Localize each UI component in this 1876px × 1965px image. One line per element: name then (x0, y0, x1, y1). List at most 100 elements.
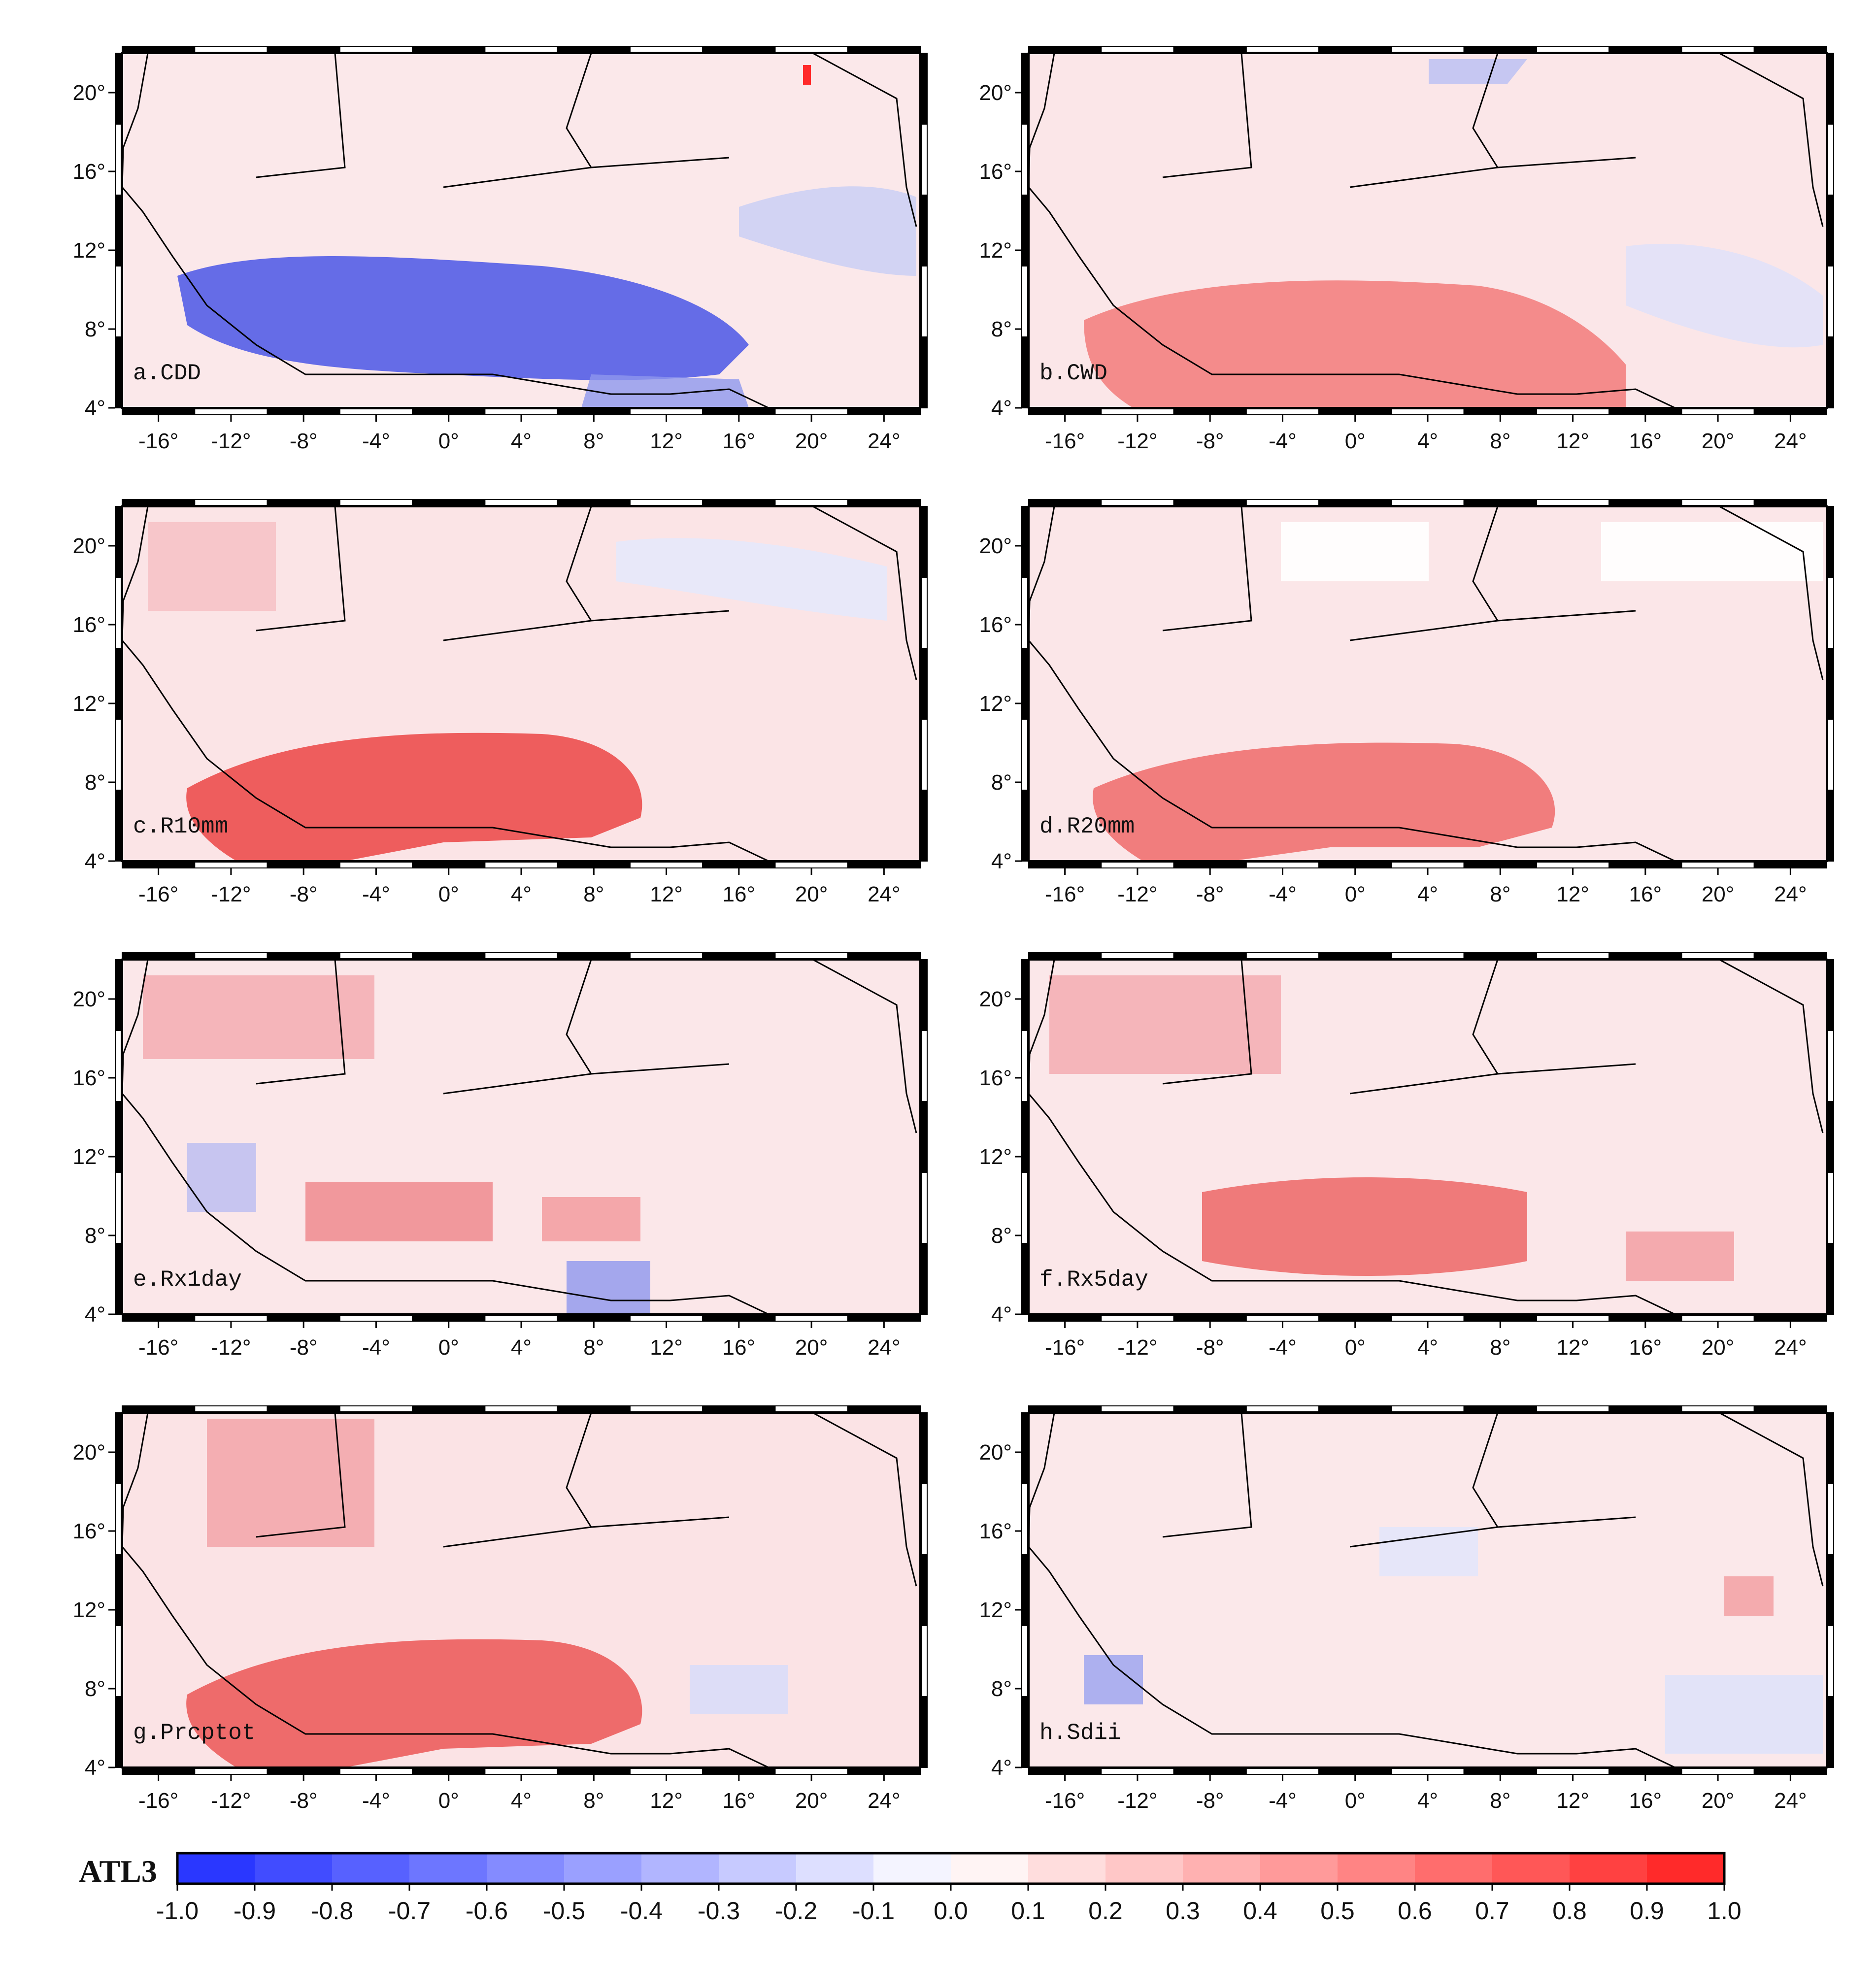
lat-tick-label: 4° (85, 849, 105, 873)
lon-tick-label: -12° (211, 1789, 251, 1813)
frame-bar (557, 408, 631, 415)
frame-bar (267, 1315, 340, 1322)
frame-bar (1753, 952, 1828, 959)
field-d (1029, 506, 1827, 861)
frame-bar (412, 1405, 486, 1412)
frame-bar (194, 499, 268, 506)
lon-tick-label: 12° (1556, 1335, 1589, 1360)
frame-bar (1681, 1315, 1755, 1322)
frame-bar (702, 46, 776, 53)
frame-bar (115, 1243, 122, 1315)
frame-bar (115, 195, 122, 266)
lon-tick-label: -4° (362, 882, 390, 906)
colorbar-ticks: -1.0 -0.9 -0.8 -0.7 -0.6 -0.5 -0.4 -0.3 -0.2 -0.1… (156, 1884, 1742, 1925)
frame-bar (1028, 1315, 1102, 1322)
frame-bar (1536, 1768, 1610, 1775)
colorbar-swatch (1260, 1853, 1338, 1884)
colorbar-tick-label: 0.4 (1243, 1897, 1277, 1925)
frame-bar (921, 1554, 928, 1626)
frame-bar (1681, 952, 1755, 959)
frame-bar (1021, 1696, 1028, 1768)
frame-bar (1245, 1315, 1320, 1322)
panel-f: f.Rx5day (1028, 959, 1828, 1315)
colorbar-swatch (255, 1853, 333, 1884)
frame-bar (1753, 1315, 1828, 1322)
frame-bar (412, 1768, 486, 1775)
lat-tick-label: 12° (979, 1145, 1012, 1169)
frame-bar (412, 952, 486, 959)
frame-bar (194, 862, 268, 868)
lon-tick-label: 24° (1774, 882, 1807, 906)
frame-bar (1463, 1315, 1537, 1322)
frame-bar (115, 959, 122, 1031)
frame-bar (921, 1625, 928, 1697)
frame-bar (847, 862, 921, 868)
field-a (122, 53, 920, 408)
frame-bar (267, 862, 340, 868)
lon-tick-label: 4° (1417, 1789, 1438, 1813)
frame-bar (484, 952, 558, 959)
frame-bar (1608, 1315, 1682, 1322)
field-h (1029, 1413, 1827, 1767)
colorbar-tick-label: 0.0 (934, 1897, 968, 1925)
frame-bar (774, 1768, 848, 1775)
lat-tick-label: 8° (85, 317, 105, 341)
frame-bar (702, 1405, 776, 1412)
frame-bar (1827, 1625, 1834, 1697)
lat-tick-label: 4° (991, 396, 1012, 420)
frame-bar (557, 46, 631, 53)
frame-bar (1318, 1768, 1392, 1775)
lat-tick-label: 12° (72, 1598, 105, 1622)
frame-bar (921, 1412, 928, 1484)
frame-bar (115, 577, 122, 649)
panel-label-d: d.R20mm (1039, 814, 1135, 839)
frame-bar (1245, 1768, 1320, 1775)
colorbar-swatch (564, 1853, 642, 1884)
lon-tick-label: -8° (1196, 1789, 1224, 1813)
panel-label-a: a.CDD (133, 361, 201, 386)
frame-bar (774, 408, 848, 415)
lon-tick-label: 4° (511, 1789, 532, 1813)
colorbar-tick-label: 0.1 (1011, 1897, 1045, 1925)
panel-axes-3: -16° -12° -8° -4° 0° 4° 8° 12° 16° 20° 24° 20° 16° 12… (979, 499, 1834, 906)
frame-bar (1173, 1405, 1247, 1412)
lon-tick-label: -12° (1117, 882, 1157, 906)
frame-bar (1173, 862, 1247, 868)
field-g (122, 1413, 920, 1767)
lon-tick-label: 8° (1490, 882, 1510, 906)
colorbar-tick-label: 0.7 (1475, 1897, 1509, 1925)
panel-label-e: e.Rx1day (133, 1267, 242, 1293)
frame-bar (412, 46, 486, 53)
lat-tick-label: 16° (979, 1519, 1012, 1543)
lon-tick-label: 16° (723, 882, 756, 906)
frame-bar (1827, 1696, 1834, 1768)
frame-bar (921, 1483, 928, 1555)
panel-label-g: g.Prcptot (133, 1720, 255, 1746)
lon-tick-label: 0° (438, 882, 459, 906)
frame-bar (1318, 408, 1392, 415)
frame-bar (1827, 719, 1834, 791)
frame-bar (1028, 46, 1102, 53)
panel-e: e.Rx1day (121, 959, 921, 1315)
panel-axes-2: -16° -12° -8° -4° 0° 4° 8° 12° 16° 20° 24° 20° 16° 12… (72, 499, 928, 906)
frame-bar (1827, 53, 1834, 125)
colorbar-title: ATL3 (79, 1854, 157, 1889)
frame-bar (774, 46, 848, 53)
panel-axes-5: -16° -12° -8° -4° 0° 4° 8° 12° 16° 20° 24° 20° 16° 12… (979, 952, 1834, 1360)
frame-bar (1391, 952, 1465, 959)
frame-bar (1021, 195, 1028, 266)
lon-tick-label: 12° (1556, 882, 1589, 906)
panel-label-b: b.CWD (1039, 361, 1107, 386)
lon-tick-label: -16° (1045, 429, 1085, 453)
frame-bar (1021, 336, 1028, 408)
frame-bar (557, 1405, 631, 1412)
lon-tick-label: 8° (583, 429, 604, 453)
colorbar-swatch (719, 1853, 797, 1884)
frame-bar (1536, 1405, 1610, 1412)
frame-bar (1245, 46, 1320, 53)
frame-bar (774, 1405, 848, 1412)
lat-tick-label: 12° (979, 238, 1012, 263)
frame-bar (1021, 648, 1028, 720)
frame-bar (1753, 862, 1828, 868)
lon-tick-label: -8° (1196, 429, 1224, 453)
